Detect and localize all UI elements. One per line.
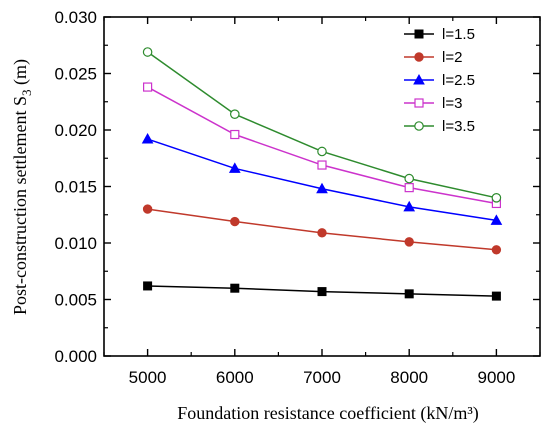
data-point <box>230 283 240 293</box>
x-tick-label: 7000 <box>303 368 341 387</box>
legend: l=1.5 l=2 l=2.5 l=3 l=3.5 <box>404 26 475 135</box>
data-point <box>317 228 327 238</box>
data-point <box>404 183 414 193</box>
data-point <box>228 162 241 173</box>
y-axis-title-unit: (m) <box>10 59 31 90</box>
legend-marker <box>414 52 424 62</box>
legend-label: l=3 <box>442 95 462 112</box>
data-point <box>230 129 240 140</box>
data-point <box>317 160 327 170</box>
y-tick-label: 0.030 <box>54 8 97 27</box>
data-point <box>491 291 501 301</box>
series-4 <box>143 82 501 209</box>
y-axis-title-main: Post-construction settlement S <box>10 96 30 315</box>
x-tick-label: 8000 <box>390 368 428 387</box>
legend-entry: l=2.5 <box>404 72 475 89</box>
data-point <box>491 193 502 203</box>
legend-label: l=2.5 <box>442 72 475 89</box>
legend-marker <box>414 98 424 108</box>
data-point <box>143 281 153 291</box>
x-tick-label: 5000 <box>129 368 167 387</box>
legend-marker <box>414 29 424 39</box>
series-2 <box>142 204 502 255</box>
data-point <box>316 182 328 194</box>
y-tick-label: 0.020 <box>54 121 97 140</box>
legend-entry: l=1.5 <box>404 26 475 43</box>
legend-entry: l=3 <box>404 95 462 112</box>
x-tick-label: 9000 <box>477 368 515 387</box>
data-point <box>230 109 240 119</box>
data-point <box>490 214 503 225</box>
y-tick-label: 0.025 <box>54 65 97 84</box>
y-axis-title: Post-construction settlement S3 (m) <box>10 59 34 315</box>
series-1 <box>143 281 501 301</box>
y-tick-label: 0.010 <box>54 234 97 253</box>
legend-marker <box>414 121 424 131</box>
x-tick-label: 6000 <box>216 368 254 387</box>
data-point <box>403 200 416 212</box>
legend-label: l=2 <box>442 49 462 66</box>
y-tick-label: 0.000 <box>54 347 97 366</box>
data-point <box>491 245 502 255</box>
legend-marker <box>413 73 425 85</box>
data-point <box>230 216 240 227</box>
data-point <box>404 173 414 184</box>
legend-entry: l=2 <box>404 49 462 66</box>
legend-entry: l=3.5 <box>404 118 475 135</box>
y-tick-label: 0.015 <box>54 178 97 197</box>
y-tick-label: 0.005 <box>54 291 97 310</box>
data-point <box>317 287 327 297</box>
data-point <box>143 82 153 92</box>
y-axis-title-subscript: 3 <box>19 90 34 97</box>
legend-label: l=3.5 <box>442 118 475 135</box>
data-point <box>317 146 327 157</box>
series-3 <box>141 133 503 225</box>
x-axis-title: Foundation resistance coefficient (kN/m³… <box>177 403 478 424</box>
series-5 <box>142 47 502 203</box>
data-point <box>404 289 414 299</box>
data-point <box>404 237 414 247</box>
data-point <box>141 133 154 144</box>
data-point <box>142 204 153 214</box>
data-point <box>142 47 153 57</box>
legend-label: l=1.5 <box>442 26 475 43</box>
